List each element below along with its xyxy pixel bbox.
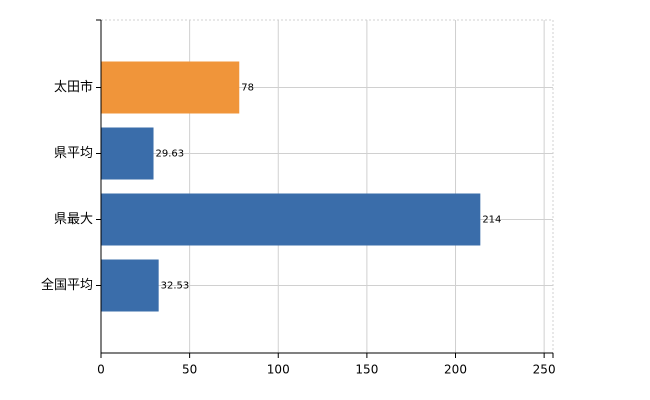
- x-tick-label: 200: [444, 363, 467, 377]
- bar: [101, 193, 481, 246]
- bar: [101, 259, 159, 312]
- data-label: 32.53: [161, 281, 190, 292]
- data-label: 78: [241, 83, 254, 94]
- x-tick-label: 100: [267, 363, 290, 377]
- x-tick-label: 250: [533, 363, 556, 377]
- x-tick-label: 50: [182, 363, 197, 377]
- data-label: 214: [482, 215, 501, 226]
- x-tick-label: 0: [97, 363, 105, 377]
- data-label: 29.63: [156, 149, 185, 160]
- y-tick-label: 全国平均: [41, 277, 93, 293]
- bar: [101, 127, 154, 180]
- y-tick-label: 太田市: [54, 79, 93, 95]
- x-tick-label: 150: [355, 363, 378, 377]
- bar: [101, 61, 240, 114]
- y-tick-label: 県平均: [54, 146, 93, 161]
- y-tick-label: 県最大: [54, 212, 93, 227]
